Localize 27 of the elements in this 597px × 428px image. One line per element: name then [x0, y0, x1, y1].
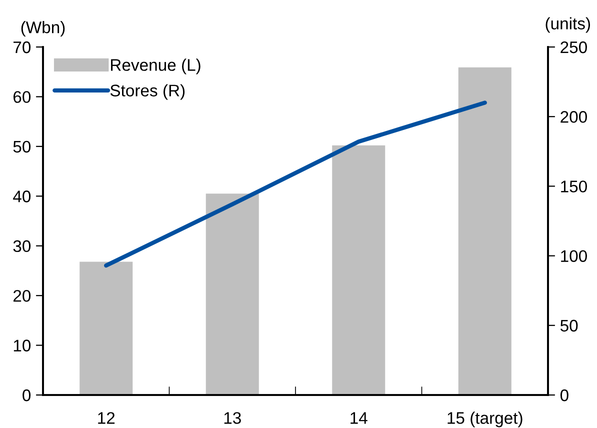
y-tick-label: 30 — [13, 240, 31, 252]
bar — [332, 145, 386, 395]
y2-tick-label: 250 — [560, 41, 587, 54]
y-tick-label: 50 — [13, 140, 31, 153]
y-tick-label: 0 — [22, 389, 31, 402]
bar — [206, 194, 259, 395]
y-tick-label: 70 — [14, 41, 31, 54]
x-tick-label: 13 — [224, 412, 241, 424]
y2-tick-label: 100 — [561, 250, 587, 262]
x-tick-label: 12 — [98, 412, 115, 424]
y-axis-title: (Wbn) — [21, 21, 65, 37]
legend-label: Stores (R) — [110, 84, 185, 100]
y2-tick-label: 150 — [561, 180, 587, 192]
x-tick-label: 15 (target) — [448, 412, 522, 428]
bar — [458, 67, 512, 395]
y-tick-label: 10 — [14, 340, 31, 352]
y-tick-label: 20 — [13, 290, 31, 302]
y-tick-label: 60 — [14, 91, 31, 103]
y2-tick-label: 200 — [560, 111, 587, 123]
bar — [80, 262, 133, 395]
legend-label: Revenue (L) — [111, 58, 200, 74]
x-tick-label: 14 — [350, 412, 368, 424]
y-tick-label: 40 — [13, 190, 31, 202]
line-series — [104, 100, 487, 268]
y2-tick-label: 50 — [560, 320, 578, 332]
y2-tick-label: 0 — [560, 389, 568, 402]
y2-axis-title: (units) — [546, 17, 590, 33]
